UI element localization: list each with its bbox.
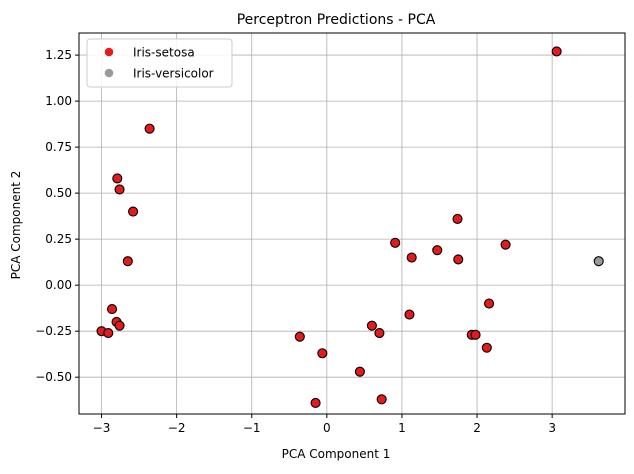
- y-axis-ticks: −0.50 −0.25 0.00 0.25 0.50 0.75 1.00 1.25: [35, 48, 79, 384]
- data-point: [103, 327, 114, 339]
- legend-marker-setosa: [104, 47, 114, 57]
- y-tick-label: 1.25: [45, 48, 72, 62]
- data-point: [481, 342, 492, 353]
- data-point: [484, 298, 495, 309]
- data-point: [374, 327, 385, 339]
- y-tick-label: 0.50: [45, 186, 72, 200]
- legend-marker-versicolor: [104, 68, 114, 78]
- data-point: [317, 348, 328, 359]
- x-tick-label: 3: [548, 421, 556, 435]
- data-point: [551, 46, 562, 57]
- data-point: [310, 397, 321, 409]
- x-tick-label: −3: [93, 421, 111, 435]
- chart-title: Perceptron Predictions - PCA: [237, 12, 436, 28]
- data-point: [128, 206, 139, 217]
- x-tick-label: 0: [323, 421, 331, 435]
- y-tick-label: −0.25: [35, 324, 72, 338]
- x-tick-label: −2: [168, 421, 186, 435]
- legend: Iris-setosa Iris-versicolor: [86, 38, 233, 88]
- data-point: [354, 366, 365, 377]
- data-point: [390, 237, 401, 248]
- x-tick-label: −1: [243, 421, 261, 435]
- grid: [79, 33, 625, 414]
- y-tick-label: 0.00: [45, 278, 72, 292]
- data-point: [106, 304, 118, 315]
- data-point: [114, 320, 125, 331]
- data-points: [96, 46, 604, 409]
- x-axis-ticks: −3 −2 −1 0 1 2 3: [93, 414, 556, 435]
- data-point: [406, 252, 417, 263]
- y-tick-label: 1.00: [45, 94, 72, 108]
- data-point: [144, 123, 155, 134]
- data-point: [404, 309, 415, 320]
- data-point: [114, 184, 125, 195]
- data-point: [453, 254, 464, 265]
- legend-label-versicolor: Iris-versicolor: [133, 67, 214, 81]
- x-axis-label: PCA Component 1: [282, 447, 391, 461]
- legend-box: [86, 38, 233, 88]
- data-point: [470, 329, 481, 340]
- data-point: [593, 256, 604, 267]
- y-tick-label: 0.25: [45, 232, 72, 246]
- y-axis-label: PCA Component 2: [9, 171, 23, 280]
- data-point: [366, 320, 377, 331]
- x-tick-label: 1: [398, 421, 406, 435]
- data-point: [500, 239, 511, 250]
- legend-label-setosa: Iris-setosa: [133, 46, 195, 60]
- data-point: [452, 213, 463, 224]
- data-point: [376, 394, 387, 405]
- data-point: [122, 256, 133, 267]
- data-point: [294, 331, 305, 342]
- y-tick-label: −0.50: [35, 370, 72, 384]
- data-point: [432, 245, 443, 256]
- y-tick-label: 0.75: [45, 140, 72, 154]
- data-point: [112, 173, 123, 184]
- plot-frame: [78, 32, 626, 415]
- x-tick-label: 2: [473, 421, 481, 435]
